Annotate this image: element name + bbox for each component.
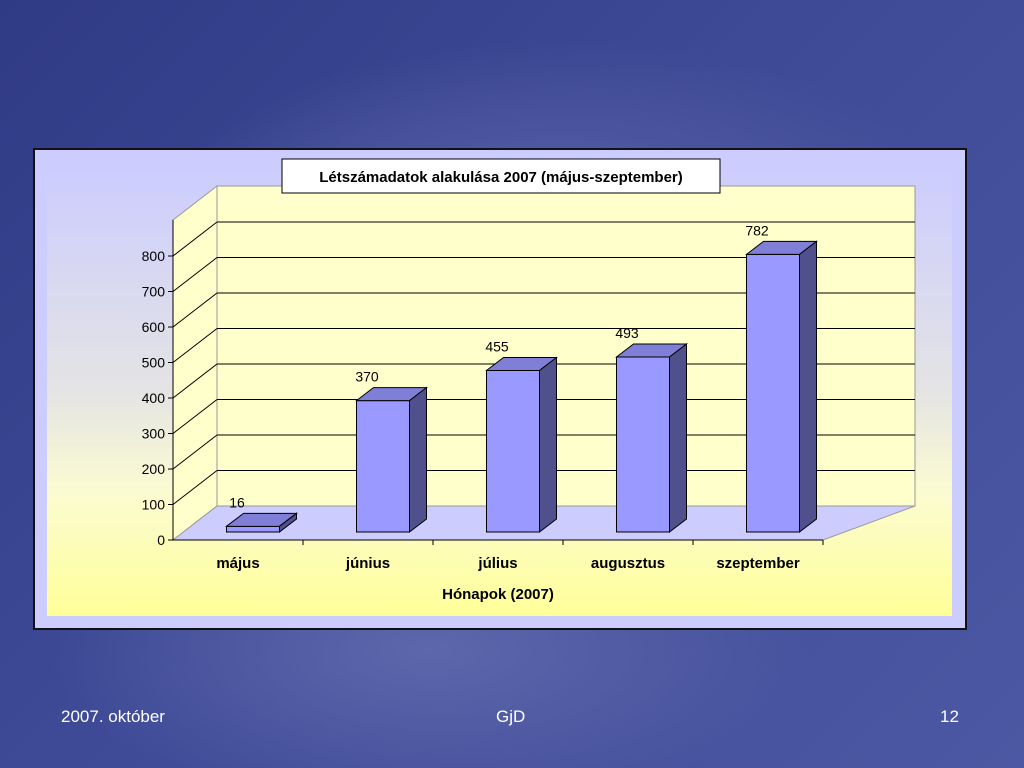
bar-front: [616, 356, 670, 533]
bar-front: [486, 369, 540, 533]
y-tick-label: 700: [142, 284, 166, 300]
bar-side: [669, 342, 687, 534]
bar-side: [279, 512, 297, 534]
chart-title-box: [281, 158, 721, 194]
data-label: 370: [355, 369, 379, 385]
bar-side: [409, 386, 427, 534]
x-tick-label: május: [216, 555, 259, 572]
gridline-side: [172, 434, 218, 470]
data-label: 493: [615, 325, 639, 341]
x-tick-label: szeptember: [716, 555, 800, 572]
y-tick-label: 600: [142, 319, 166, 335]
data-label: 782: [745, 222, 769, 238]
y-tick-label: 500: [142, 355, 166, 371]
bar-front: [746, 253, 800, 533]
gridline-side: [172, 363, 218, 399]
bar-2: [355, 386, 428, 534]
y-tick-label: 200: [142, 461, 166, 477]
bar-5: [745, 240, 818, 534]
gridline-side: [172, 292, 218, 328]
x-tick-label: június: [345, 555, 390, 572]
data-label: 455: [485, 338, 509, 354]
bar-1: [225, 512, 298, 534]
gridline-side: [172, 328, 218, 363]
footer-date: 2007. október: [61, 707, 165, 726]
y-tick-label: 300: [142, 426, 166, 442]
y-tick-label: 400: [142, 390, 166, 406]
bar-3: [485, 356, 558, 534]
gridline-side: [172, 221, 218, 257]
y-tick-label: 100: [142, 497, 166, 513]
gridline-side: [172, 257, 218, 292]
x-tick-label: augusztus: [591, 555, 665, 572]
chart-frame: 0 100 200 300 400 500 600 700 800 16 május 370 júniu…: [33, 148, 967, 630]
footer-page-number: 12: [940, 707, 959, 726]
bar-4: [615, 342, 688, 534]
x-tick-label: július: [477, 555, 517, 572]
y-tick-label: 800: [142, 248, 166, 264]
gridline-side: [172, 399, 218, 434]
x-axis-title: Hónapok (2007): [442, 586, 554, 603]
bar-side: [799, 240, 817, 534]
bar-front: [226, 525, 280, 533]
chart-title: Létszámadatok alakulása 2007 (május-szep…: [319, 169, 683, 186]
y-tick-label: 0: [157, 532, 165, 548]
bar-side: [539, 356, 557, 534]
bar-chart: 0 100 200 300 400 500 600 700 800 16 május 370 júniu…: [47, 158, 952, 616]
footer-author: GjD: [496, 707, 526, 726]
bar-front: [356, 400, 410, 533]
gridline-side: [172, 470, 218, 505]
data-label: 16: [229, 494, 245, 510]
